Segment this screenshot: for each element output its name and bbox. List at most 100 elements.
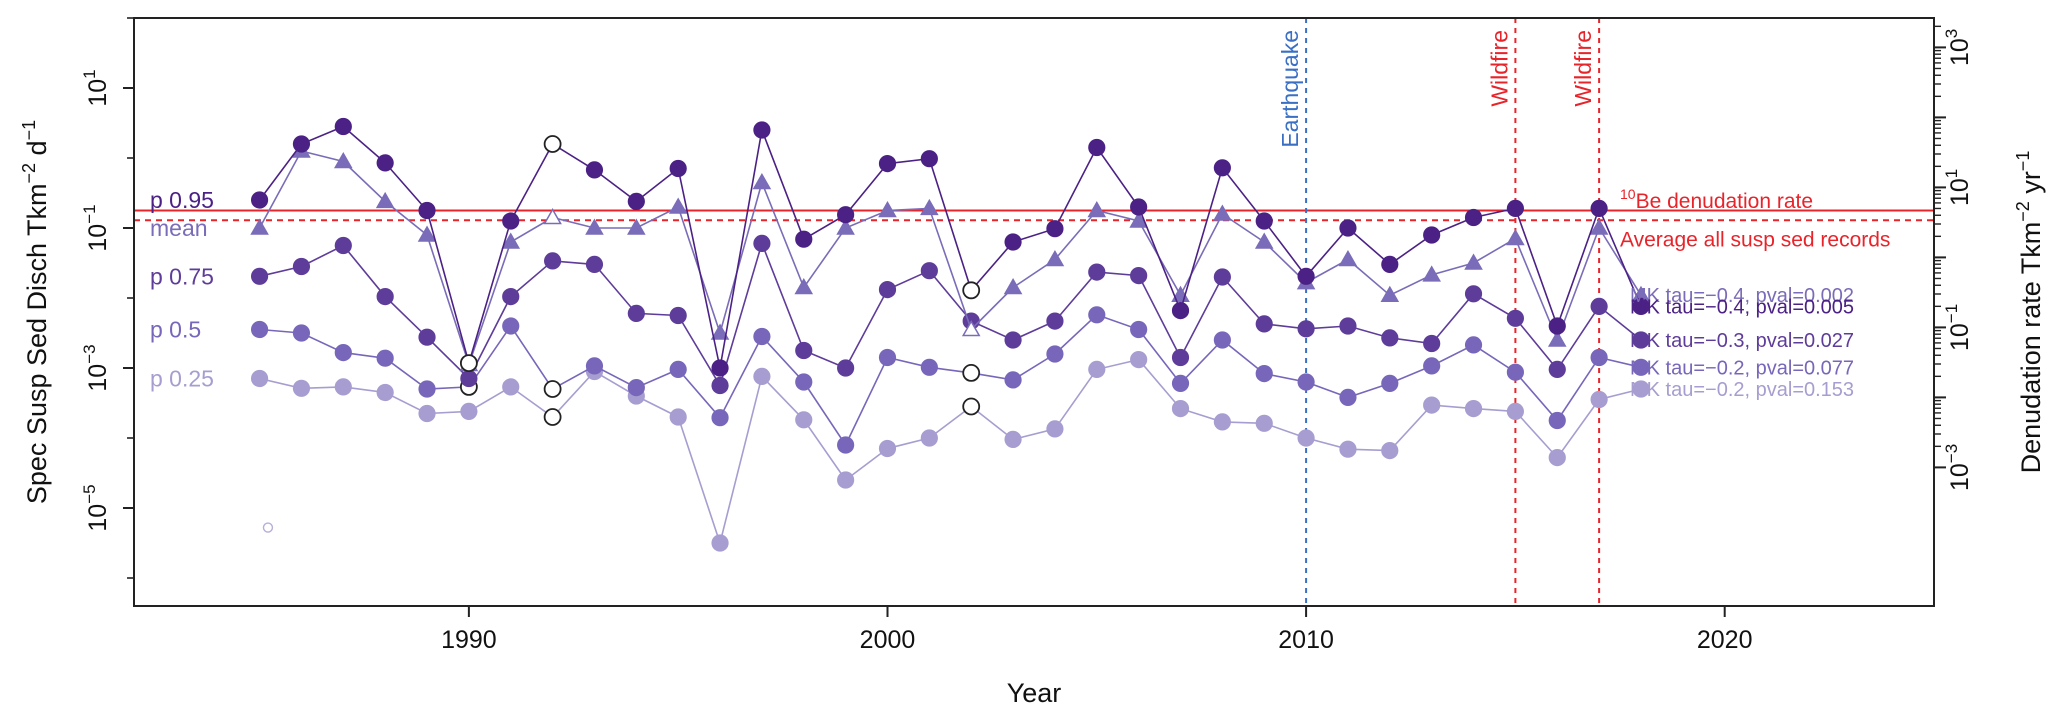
data-point-p-0-25-2003	[1004, 430, 1022, 448]
data-point-mean-1988	[375, 191, 395, 209]
data-point-mean-1993	[585, 218, 604, 235]
data-point-p-0-5-1996	[711, 409, 729, 427]
data-point-p-0-75-1985	[250, 267, 269, 285]
data-point-p-0-95-2008	[1213, 159, 1231, 177]
data-point-p-0-5-1987	[334, 344, 352, 362]
data-point-p-0-95-1990	[459, 354, 478, 373]
data-point-p-0-25-1985	[250, 369, 269, 388]
left-tick-label-2: 10−1	[80, 204, 112, 251]
data-point-p-0-95-2013	[1423, 226, 1441, 244]
data-point-mean-2015	[1506, 228, 1525, 246]
data-point-p-0-75-1995	[669, 306, 687, 325]
data-point-p-0-25-2002	[962, 397, 981, 416]
series-line-p-0-25	[259, 358, 1642, 546]
data-point-p-0-25-1990	[460, 402, 478, 420]
data-point-p-0-95-2004	[1046, 220, 1064, 238]
data-point-p-0-5-2003	[1004, 371, 1022, 389]
grid-layer: 10Be denudation rate Average all susp sed…	[134, 186, 1934, 252]
data-point-p-0-75-2005	[1088, 263, 1106, 281]
data-point-p-0-25-1992	[543, 408, 562, 426]
data-point-p-0-25-2006	[1130, 351, 1148, 369]
series-name-label-1: p 0.95	[150, 187, 214, 213]
data-point-mean-1999	[836, 218, 855, 235]
data-point-mean-1997	[752, 172, 772, 190]
data-point-p-0-25-1997	[753, 367, 771, 385]
series-layer	[250, 117, 1651, 552]
mk-label-p-0-95: MK tau=−0.4, pval=0.005	[1630, 296, 1854, 318]
data-point-p-0-5-2011	[1339, 388, 1357, 406]
data-point-p-0-75-2008	[1213, 268, 1231, 286]
data-point-mean-2003	[1003, 277, 1023, 295]
data-point-mean-1989	[417, 225, 437, 242]
right-tick-label-4: 10−3	[1942, 444, 1974, 491]
data-point-p-0-95-2018	[1632, 297, 1650, 315]
series-name-label-3: p 0.75	[150, 263, 214, 289]
data-point-p-0-5-2016	[1548, 411, 1566, 430]
data-point-p-0-5-1998	[795, 373, 813, 391]
data-point-p-0-95-1995	[669, 159, 687, 178]
data-point-p-0-25-1987	[334, 378, 352, 396]
x-axis-title: Year	[1007, 678, 1062, 708]
data-point-p-0-75-1996	[711, 376, 729, 395]
data-point-p-0-5-2010	[1297, 373, 1315, 391]
data-point-p-0-95-1993	[585, 161, 604, 179]
data-point-p-0-95-1994	[627, 192, 645, 210]
data-point-p-0-95-1999	[837, 206, 855, 224]
x-tick-label-2000: 2000	[860, 626, 916, 654]
mk-label-mean: MK tau=−0.4, pval=0.002	[1630, 285, 1854, 307]
y-axis-left-title: Spec Susp Sed Disch Tkm−2 d−1	[19, 120, 52, 504]
data-point-mean-2000	[878, 200, 897, 218]
data-point-p-0-25-2004	[1046, 420, 1064, 438]
data-point-p-0-5-1997	[753, 327, 771, 346]
right-tick-label-3: 10−1	[1942, 304, 1974, 351]
data-point-p-0-25-1996	[711, 534, 729, 552]
data-point-p-0-25-1998	[795, 411, 813, 429]
data-point-p-0-25-2000	[878, 439, 897, 458]
data-point-p-0-25-2008	[1213, 413, 1231, 431]
data-point-p-0-25-2013	[1423, 396, 1441, 414]
y-axis-right-title: Denudation rate Tkm−2 yr−1	[2013, 151, 2046, 474]
data-point-p-0-95-2012	[1381, 255, 1399, 273]
data-point-p-0-5-1986	[292, 324, 311, 342]
data-point-p-0-25-2015	[1506, 402, 1524, 420]
stray-point	[262, 522, 274, 533]
mk-label-p-0-5: MK tau=−0.2, pval=0.077	[1630, 357, 1854, 379]
data-point-p-0-5-1992	[543, 380, 562, 398]
data-point-p-0-75-2006	[1130, 267, 1148, 285]
data-point-p-0-75-2017	[1590, 297, 1608, 315]
data-point-p-0-25-2014	[1464, 400, 1483, 418]
left-tick-label-1: 101	[80, 69, 112, 106]
data-point-mean-2014	[1464, 253, 1483, 270]
data-point-p-0-25-2001	[920, 429, 938, 447]
data-point-p-0-75-1992	[544, 252, 562, 270]
data-point-mean-2006	[1129, 211, 1148, 228]
data-point-mean-2017	[1589, 218, 1609, 235]
data-point-mean-1991	[501, 232, 521, 249]
plot-frame	[133, 17, 1935, 607]
data-point-p-0-95-2010	[1297, 267, 1315, 285]
series-line-mean	[258, 150, 1642, 368]
data-point-p-0-95-1985	[250, 191, 269, 209]
data-point-p-0-25-2005	[1088, 360, 1106, 378]
data-point-p-0-75-2004	[1046, 312, 1064, 330]
data-point-p-0-75-1987	[334, 236, 352, 255]
data-point-p-0-95-2003	[1004, 233, 1022, 251]
data-point-mean-1998	[794, 277, 814, 295]
mk-label-p-0-75: MK tau=−0.3, pval=0.027	[1630, 330, 1854, 352]
data-point-mean-2008	[1213, 204, 1232, 221]
data-point-p-0-25-2017	[1590, 390, 1608, 409]
mk-label-p-0-25: MK tau=−0.2, pval=0.153	[1630, 379, 1854, 401]
data-point-p-0-95-1997	[753, 121, 771, 139]
x-tick-label-2010: 2010	[1278, 626, 1334, 654]
data-point-p-0-95-1986	[292, 135, 311, 153]
data-point-p-0-75-2016	[1548, 360, 1566, 378]
data-point-p-0-5-1985	[250, 320, 269, 339]
data-point-p-0-75-2011	[1339, 317, 1357, 335]
data-point-p-0-5-1991	[502, 317, 520, 335]
data-point-p-0-75-2012	[1381, 329, 1399, 347]
event-label-1: Earthquake	[1277, 30, 1303, 148]
data-point-p-0-95-1987	[334, 117, 352, 136]
series-name-label-4: p 0.5	[150, 317, 201, 343]
data-point-p-0-5-2014	[1464, 336, 1483, 354]
data-point-p-0-5-1999	[837, 436, 855, 454]
